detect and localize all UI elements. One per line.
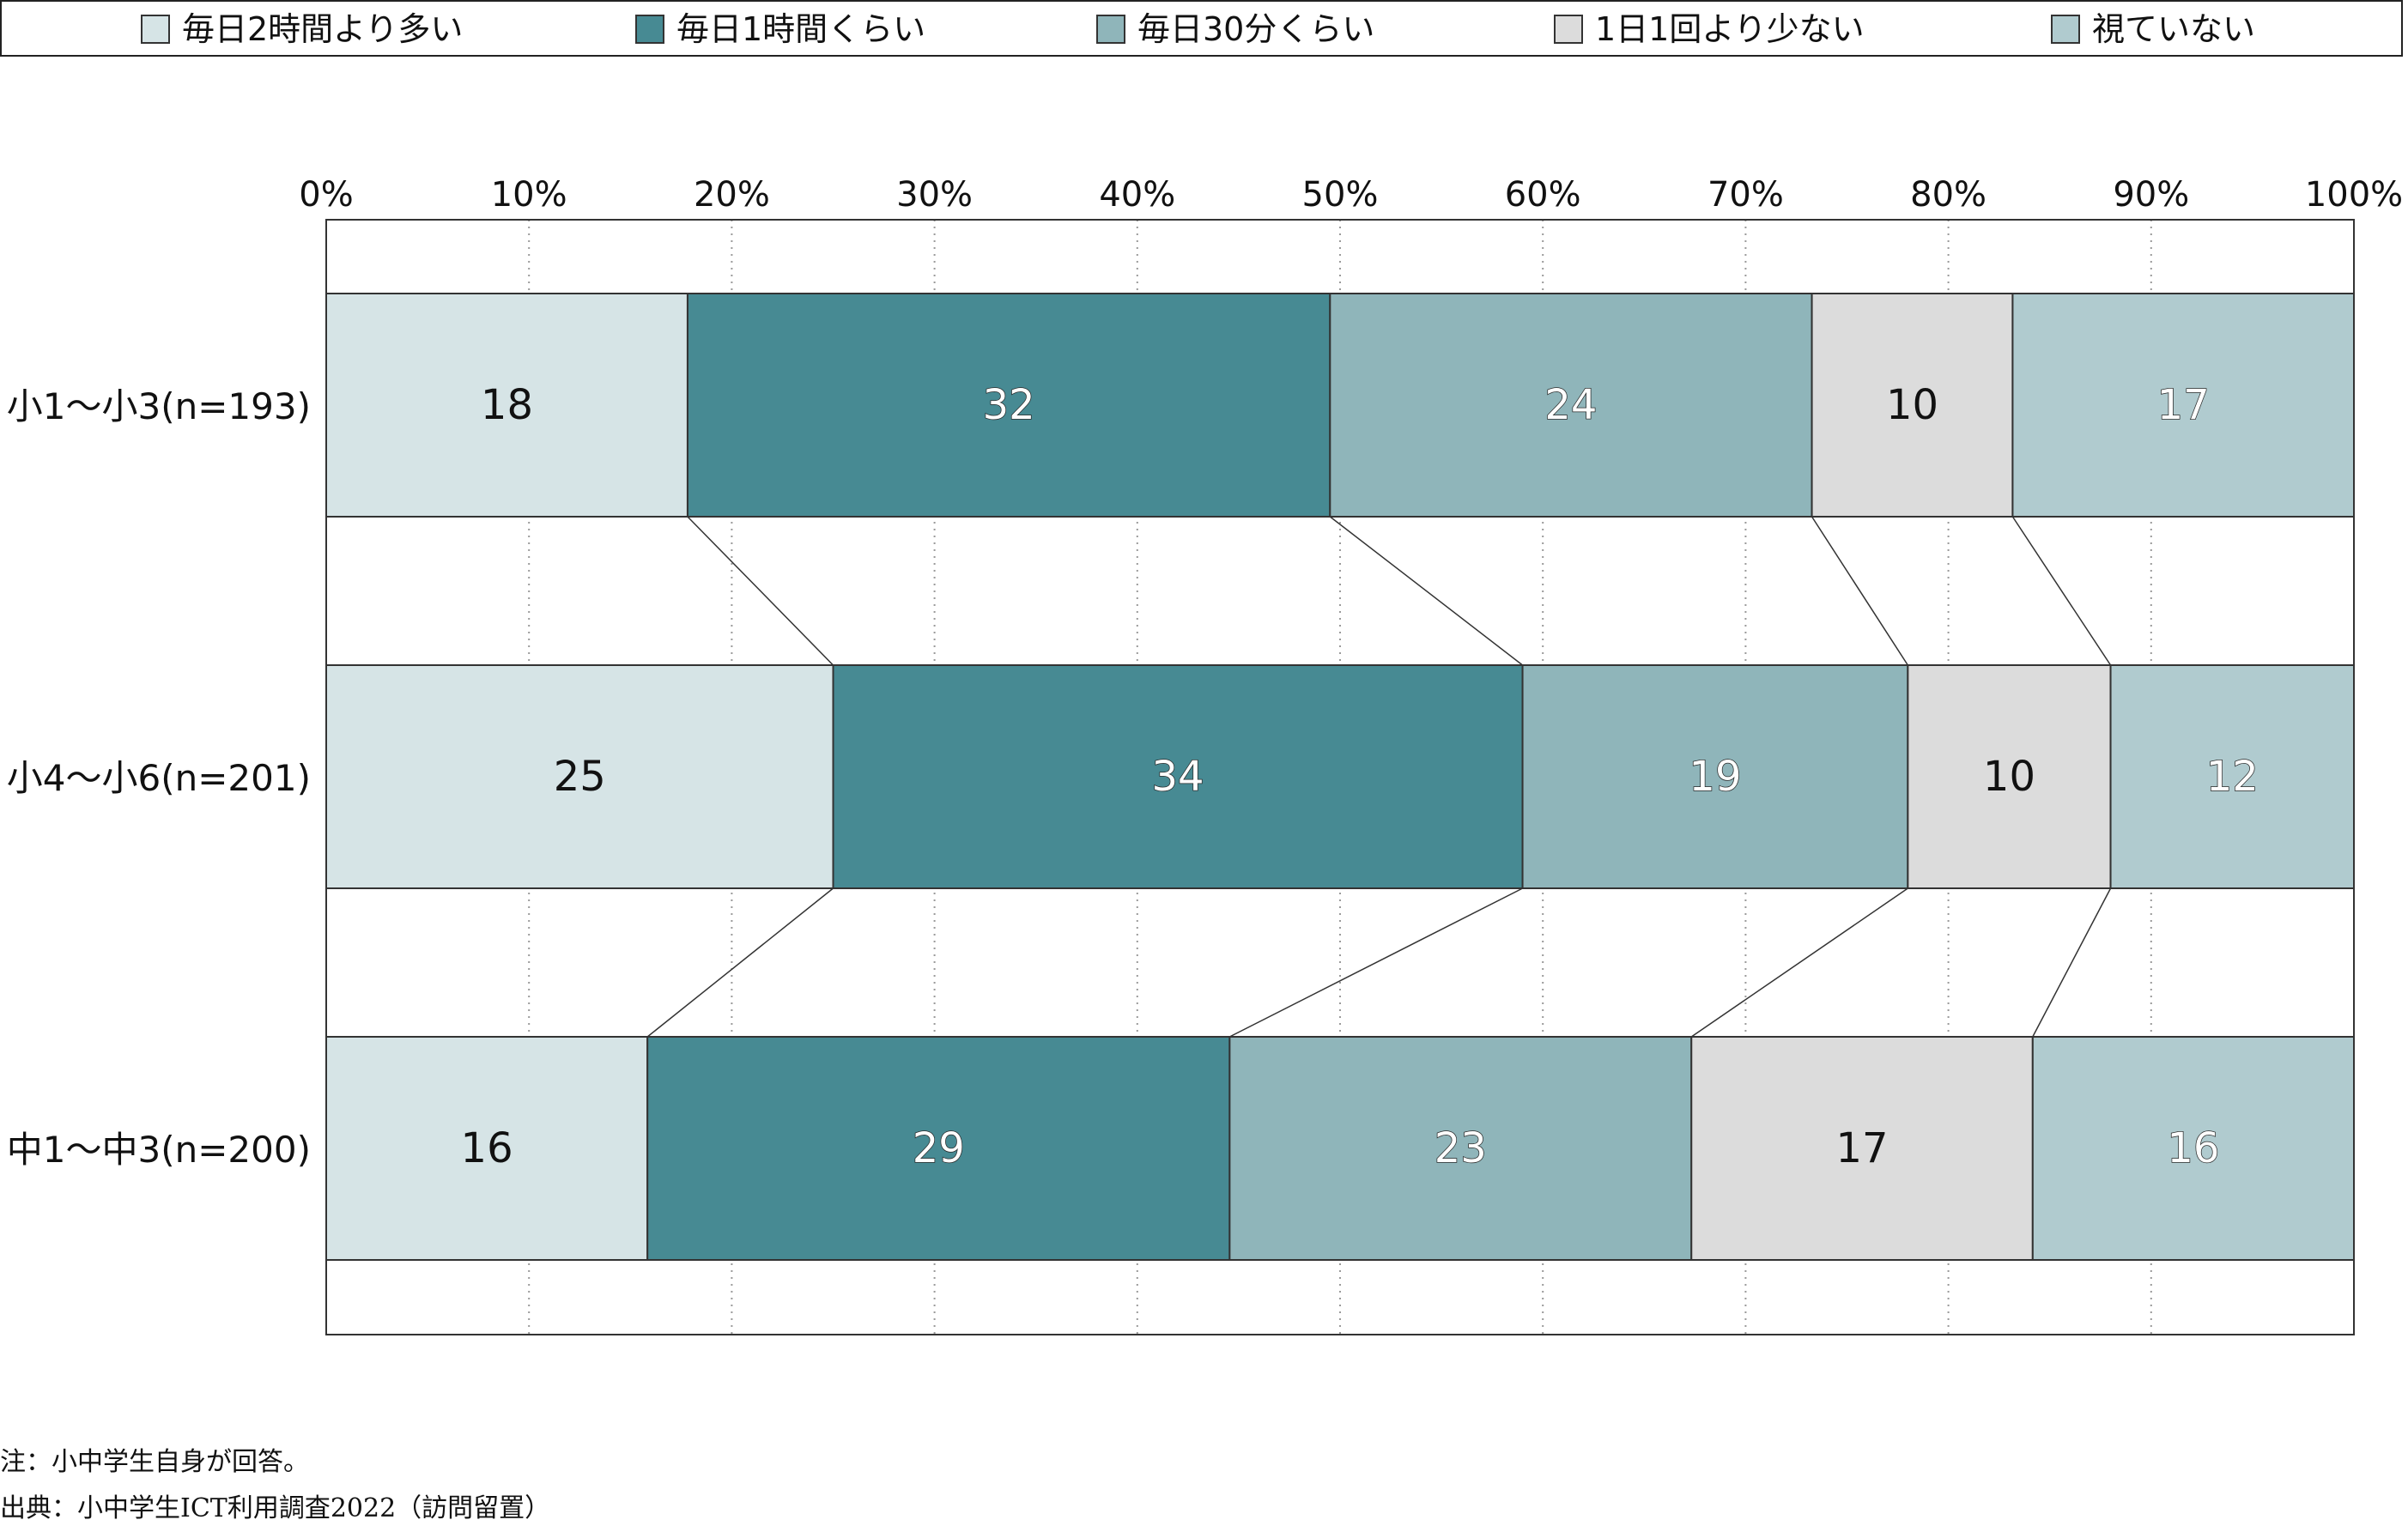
legend-swatch — [1554, 15, 1583, 44]
x-tick-label: 90% — [2113, 175, 2189, 215]
bar-segment — [1228, 1036, 1693, 1261]
bar-value-label: 18 — [481, 381, 533, 429]
bar-value-label: 17 — [1836, 1124, 1889, 1172]
legend-item: 1日1回より少ない — [1554, 10, 1865, 48]
plot-frame — [325, 219, 2355, 1335]
bar-value-label: 16 — [461, 1124, 513, 1172]
bar-segment — [325, 664, 834, 889]
legend-swatch — [1096, 15, 1125, 44]
x-tick-label: 30% — [896, 175, 973, 215]
bar-segment — [2011, 293, 2355, 518]
x-tick-label: 40% — [1099, 175, 1175, 215]
legend-item: 毎日1時間くらい — [635, 10, 925, 48]
legend-item: 視ていない — [2051, 10, 2255, 48]
x-tick-label: 60% — [1505, 175, 1581, 215]
bar-value-label: 23 — [1434, 1124, 1487, 1172]
legend-swatch — [141, 15, 170, 44]
legend-item: 毎日2時間より多い — [141, 10, 463, 48]
bar-segment — [1690, 1036, 2034, 1261]
bar-value-label: 19 — [1689, 753, 1741, 801]
legend-label: 1日1回より少ない — [1595, 10, 1865, 48]
bar-value-label: 12 — [2206, 753, 2259, 801]
bar-value-label: 10 — [1886, 381, 1938, 429]
connector-line — [2011, 516, 2112, 666]
bar-segment — [2109, 664, 2356, 889]
legend-label: 毎日2時間より多い — [182, 10, 464, 48]
bar-value-label: 24 — [1544, 381, 1597, 429]
connector-line — [646, 887, 834, 1038]
bar-segment — [832, 664, 1524, 889]
x-tick-label: 70% — [1707, 175, 1784, 215]
connector-line — [1329, 516, 1524, 666]
bar-value-label: 34 — [1152, 753, 1204, 801]
chart-legend: 毎日2時間より多い 毎日1時間くらい 毎日30分くらい 1日1回より少ない 視ていない — [0, 0, 2403, 57]
legend-label: 視ていない — [2092, 10, 2256, 48]
connector-line — [1690, 887, 1908, 1038]
bar-value-label: 29 — [913, 1124, 965, 1172]
connector-line — [2032, 887, 2112, 1038]
category-label: 中1〜中3(n=200) — [7, 1129, 311, 1171]
x-tick-label: 10% — [491, 175, 567, 215]
bar-value-label: 17 — [2157, 381, 2210, 429]
x-tick-label: 20% — [694, 175, 770, 215]
bar-segment — [1521, 664, 1909, 889]
connector-line — [1229, 887, 1523, 1038]
legend-swatch — [635, 15, 664, 44]
bar-value-label: 10 — [1983, 753, 2035, 801]
legend-swatch — [2051, 15, 2080, 44]
legend-item: 毎日30分くらい — [1096, 10, 1374, 48]
legend-label: 毎日30分くらい — [1137, 10, 1375, 48]
bar-value-label: 16 — [2167, 1124, 2219, 1172]
bar-segment — [325, 1036, 649, 1261]
x-tick-label: 100% — [2305, 175, 2403, 215]
chart-source: 出典：小中学生ICT利用調査2022（訪問留置） — [0, 1493, 551, 1523]
bar-segment — [1907, 664, 2112, 889]
bar-segment — [686, 293, 1331, 518]
bar-value-label: 32 — [983, 381, 1035, 429]
x-tick-label: 0% — [299, 175, 353, 215]
x-tick-label: 80% — [1910, 175, 1986, 215]
bar-segment — [325, 293, 688, 518]
x-tick-label: 50% — [1302, 175, 1379, 215]
bar-value-label: 25 — [554, 753, 606, 801]
bar-segment — [646, 1036, 1231, 1261]
bar-segment — [1811, 293, 2014, 518]
legend-label: 毎日1時間くらい — [676, 10, 926, 48]
chart-note: 注：小中学生自身が回答。 — [0, 1447, 309, 1477]
connector-line — [687, 516, 834, 666]
bar-segment — [2031, 1036, 2355, 1261]
bar-segment — [1329, 293, 1813, 518]
category-label: 小4〜小6(n=201) — [7, 757, 311, 799]
connector-line — [1811, 516, 1908, 666]
category-label: 小1〜小3(n=193) — [7, 385, 311, 427]
